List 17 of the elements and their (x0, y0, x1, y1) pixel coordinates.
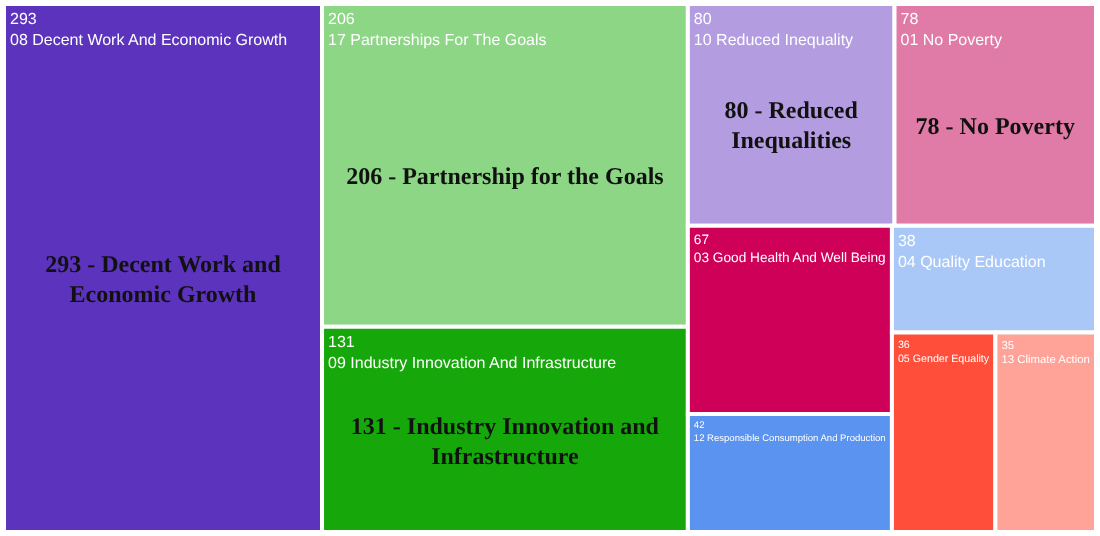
category-label: 17 Partnerships For The Goals (328, 30, 547, 49)
text: 206 - Partnership for the Goals (346, 162, 664, 193)
text: 78 - No Poverty (915, 111, 1075, 142)
data-label: 78 (900, 10, 920, 28)
category-label: 10 Reduced Inequality (693, 30, 854, 49)
data-label: 206 (328, 10, 356, 28)
text: 80 - Reduced Inequalities (722, 96, 860, 157)
category-label: 09 Industry Innovation And Infrastructure (328, 353, 618, 372)
data-label: 80 (693, 10, 713, 28)
category-label: 01 No Poverty (900, 30, 1002, 49)
text: 131 - Industry Innovation and Infrastructure (348, 411, 661, 472)
text: 293 - Decent Work and Economic Growth (43, 250, 283, 310)
data-label: 293 (10, 10, 38, 28)
data-label: 131 (328, 332, 356, 351)
category-label: 04 Quality Education (897, 252, 1046, 271)
category-label: 08 Decent Work And Economic Growth (10, 30, 288, 49)
data-label: 38 (897, 231, 917, 250)
